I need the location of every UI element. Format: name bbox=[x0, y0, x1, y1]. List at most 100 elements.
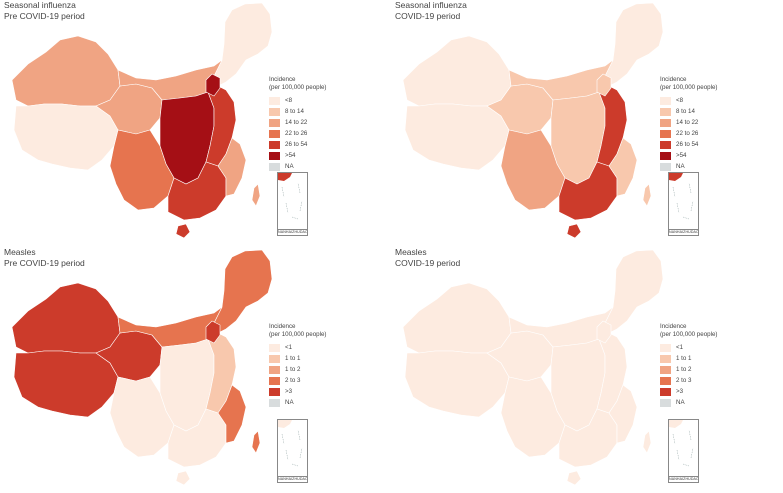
legend-title-line: Incidence bbox=[269, 76, 296, 83]
legend-label: >54 bbox=[285, 152, 296, 159]
legend-title-line: Incidence bbox=[269, 323, 296, 330]
legend-swatch bbox=[660, 387, 671, 396]
beijing-region bbox=[596, 73, 612, 97]
legend-item: <1 bbox=[660, 342, 717, 353]
legend-title: Incidence (per 100,000 people) bbox=[660, 76, 717, 92]
period-label: COVID-19 period bbox=[395, 11, 461, 21]
northwest-region bbox=[11, 282, 121, 354]
legend-label: NA bbox=[285, 163, 294, 170]
inset-boundary-dashes bbox=[672, 182, 694, 220]
legend-swatch bbox=[269, 118, 280, 127]
map-panel-measles-covid: Measles COVID-19 period Incidence (per 100,… bbox=[391, 247, 782, 493]
map-panel-influenza-pre: Seasonal influenza Pre COVID-19 period Inc… bbox=[0, 0, 391, 246]
legend-label: NA bbox=[676, 163, 685, 170]
map-legend: Incidence (per 100,000 people) <1 1 to 1 1 t… bbox=[660, 323, 717, 408]
northeast-region bbox=[604, 249, 664, 334]
legend-item: NA bbox=[660, 161, 717, 172]
china-choropleth-map bbox=[402, 2, 664, 239]
legend-subtitle-line: (per 100,000 people) bbox=[660, 84, 718, 91]
panel-title: Seasonal influenza Pre COVID-19 period bbox=[4, 0, 85, 22]
taiwan-island bbox=[642, 183, 652, 207]
legend-item: 2 to 3 bbox=[660, 375, 717, 386]
legend-item: 22 to 26 bbox=[269, 128, 326, 139]
inset-label: NANHAIZHUDAO bbox=[669, 229, 699, 235]
legend-swatch bbox=[269, 343, 280, 352]
hainan-island bbox=[566, 470, 582, 486]
inset-label: NANHAIZHUDAO bbox=[278, 476, 308, 482]
legend-item: 1 to 2 bbox=[660, 364, 717, 375]
legend-swatch bbox=[269, 107, 280, 116]
legend-label: 14 to 22 bbox=[676, 119, 699, 126]
legend-label: 8 to 14 bbox=[676, 108, 695, 115]
southeast-coast-region bbox=[608, 384, 638, 444]
legend-swatch bbox=[660, 162, 671, 171]
legend-label: 1 to 2 bbox=[676, 366, 692, 373]
inset-label: NANHAIZHUDAO bbox=[669, 476, 699, 482]
period-label: Pre COVID-19 period bbox=[4, 11, 85, 21]
legend-subtitle-line: (per 100,000 people) bbox=[660, 331, 718, 338]
china-choropleth-map bbox=[402, 249, 664, 486]
disease-label: Seasonal influenza bbox=[395, 0, 467, 10]
legend-swatch bbox=[269, 140, 280, 149]
period-label: COVID-19 period bbox=[395, 258, 461, 268]
china-choropleth-map bbox=[11, 2, 273, 239]
map-panel-influenza-covid: Seasonal influenza COVID-19 period Inciden… bbox=[391, 0, 782, 246]
northeast-region bbox=[213, 2, 273, 87]
legend-label: <1 bbox=[285, 344, 293, 351]
legend-label: NA bbox=[676, 399, 685, 406]
legend-swatch bbox=[269, 162, 280, 171]
legend-label: NA bbox=[285, 399, 294, 406]
inset-coast bbox=[278, 173, 292, 181]
legend-item: <8 bbox=[269, 95, 326, 106]
legend-label: 1 to 2 bbox=[285, 366, 301, 373]
beijing-region bbox=[205, 320, 221, 344]
legend-swatch bbox=[269, 376, 280, 385]
map-legend: Incidence (per 100,000 people) <8 8 to 14 14… bbox=[660, 76, 717, 172]
legend-item: 8 to 14 bbox=[660, 106, 717, 117]
legend-item: >54 bbox=[269, 150, 326, 161]
legend-swatch bbox=[660, 118, 671, 127]
legend-title: Incidence (per 100,000 people) bbox=[660, 323, 717, 339]
legend-label: >3 bbox=[285, 388, 293, 395]
legend-item: 1 to 2 bbox=[269, 364, 326, 375]
legend-title-line: Incidence bbox=[660, 76, 687, 83]
legend-swatch bbox=[269, 398, 280, 407]
inset-boundary-dashes bbox=[672, 429, 694, 467]
hainan-island bbox=[566, 223, 582, 239]
legend-label: 1 to 1 bbox=[676, 355, 692, 362]
inset-map bbox=[278, 173, 303, 220]
inset-boundary-dashes bbox=[281, 429, 303, 467]
inset-label: NANHAIZHUDAO bbox=[278, 229, 308, 235]
legend-swatch bbox=[660, 398, 671, 407]
legend-swatch bbox=[660, 151, 671, 160]
legend-title: Incidence (per 100,000 people) bbox=[269, 323, 326, 339]
legend-item: 14 to 22 bbox=[660, 117, 717, 128]
southeast-coast-region bbox=[608, 137, 638, 197]
inset-map bbox=[669, 420, 694, 467]
southeast-coast-region bbox=[217, 137, 247, 197]
legend-item: 1 to 1 bbox=[660, 353, 717, 364]
legend-swatch bbox=[660, 376, 671, 385]
legend-swatch bbox=[269, 387, 280, 396]
legend-swatch bbox=[269, 354, 280, 363]
legend-label: 22 to 26 bbox=[676, 130, 699, 137]
legend-swatch bbox=[269, 365, 280, 374]
taiwan-island bbox=[642, 430, 652, 454]
legend-item: 8 to 14 bbox=[269, 106, 326, 117]
legend-swatch bbox=[660, 354, 671, 363]
legend-swatch bbox=[269, 96, 280, 105]
legend-label: 22 to 26 bbox=[285, 130, 308, 137]
inset-coast bbox=[278, 420, 292, 428]
map-legend: Incidence (per 100,000 people) <8 8 to 14 14… bbox=[269, 76, 326, 172]
south-china-sea-inset: NANHAIZHUDAO bbox=[668, 419, 699, 483]
inset-map bbox=[278, 420, 303, 467]
legend-item: 1 to 1 bbox=[269, 353, 326, 364]
legend-label: 14 to 22 bbox=[285, 119, 308, 126]
northwest-region bbox=[11, 35, 121, 107]
taiwan-island bbox=[251, 430, 261, 454]
disease-label: Measles bbox=[4, 247, 36, 257]
legend-label: <1 bbox=[676, 344, 684, 351]
legend-item: <1 bbox=[269, 342, 326, 353]
disease-label: Measles bbox=[395, 247, 427, 257]
legend-title: Incidence (per 100,000 people) bbox=[269, 76, 326, 92]
